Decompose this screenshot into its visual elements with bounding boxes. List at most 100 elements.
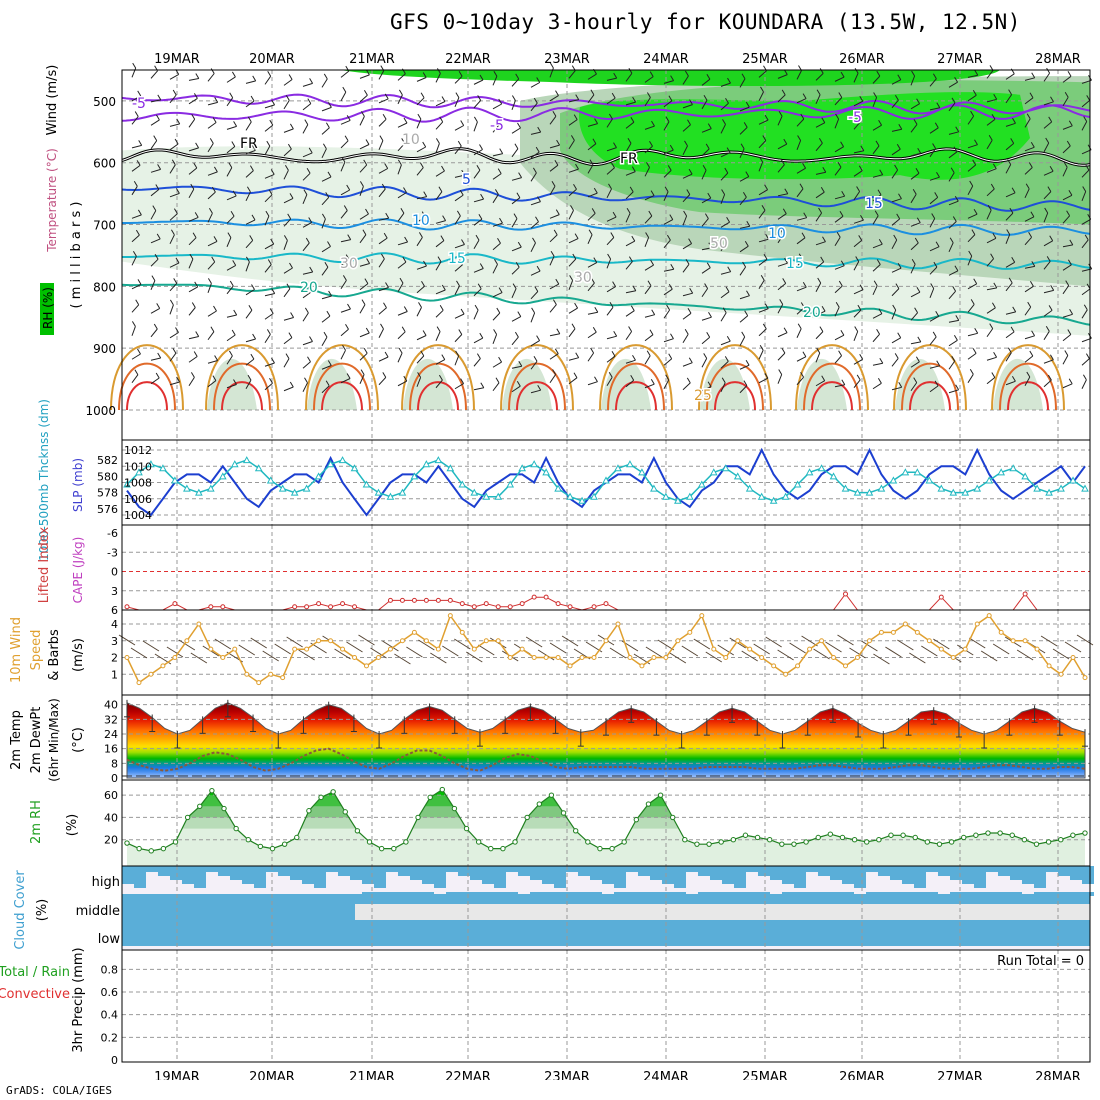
surface-temp-loop (118, 362, 176, 411)
wind-barb (1024, 376, 1031, 386)
wind-barb (1081, 169, 1090, 178)
wind-barb (644, 285, 652, 295)
wind-barb (302, 271, 313, 275)
ylabel-precip: 3hr Precip (mm) (71, 947, 86, 1052)
wind-barb (378, 98, 389, 104)
wind-barb (948, 270, 959, 276)
wind-barb (511, 266, 520, 275)
wind-barb (359, 304, 366, 314)
wind-barb (910, 361, 920, 368)
wind-barb-flag (1069, 239, 1074, 246)
wind-barb (340, 140, 349, 149)
wind10-barb (298, 649, 315, 661)
wind-barb (340, 259, 350, 266)
date-label-bottom: 23MAR (544, 1070, 590, 1080)
wind-barb-flag (327, 102, 332, 108)
wind-barb-flag (686, 189, 691, 195)
wind-barb (872, 362, 883, 366)
wind-barb-flag (817, 277, 822, 284)
wind-barb (340, 119, 351, 125)
wind-barb (929, 246, 940, 252)
wind-barb-flag (913, 119, 918, 125)
wind-barb (853, 261, 860, 271)
wind-barb-flag (478, 213, 483, 220)
wind-barb-flag (398, 347, 403, 354)
contour-label: 30 (340, 256, 358, 272)
wind-barb (891, 128, 902, 132)
cloud-high-bar (626, 866, 638, 872)
wind-barb (948, 102, 956, 112)
slp-tick: 1008 (124, 477, 152, 490)
date-label-bottom: 24MAR (643, 1070, 689, 1080)
wind-barb (929, 127, 939, 134)
date-label-bottom: 26MAR (839, 1070, 885, 1080)
wind-barb-flag (916, 286, 921, 293)
wind-barb (682, 145, 688, 156)
thickness-tick: 580 (97, 470, 118, 483)
wind-barb-flag (380, 323, 384, 330)
wind-barb (188, 167, 198, 175)
wind-barb (207, 380, 217, 388)
cloud-high-bar (278, 866, 290, 876)
wind-barb (492, 124, 500, 133)
wind-barb-flag (687, 119, 691, 126)
wind-barb (302, 312, 309, 322)
wind-barb-flag (816, 89, 821, 95)
wind-barb-flag (970, 110, 975, 117)
wind-barb-flag (552, 369, 557, 375)
wind-barb (1024, 335, 1035, 340)
wind10-barb (849, 647, 866, 659)
wind-barb (853, 379, 861, 389)
wind-barb-flag (610, 232, 615, 238)
rh2m-point (694, 841, 700, 847)
wind-barb-flag (613, 142, 617, 148)
wind-barb-flag (877, 378, 882, 384)
wind-barb (188, 147, 199, 152)
wind-barb (606, 237, 615, 246)
wind-barb (454, 334, 463, 343)
wind-barb-flag (436, 68, 441, 74)
wind-barb-flag (475, 234, 480, 241)
wind-barb (397, 282, 404, 293)
wind-barb-flag (135, 299, 140, 306)
wind-barb-flag (607, 253, 612, 260)
wind-barb (378, 307, 387, 315)
wind-barb (454, 125, 464, 131)
wind10-point (914, 629, 920, 635)
wind-barb-flag (764, 303, 769, 309)
wind-barb (283, 358, 290, 368)
wind-barb-flag (649, 141, 653, 147)
wind-barb (701, 316, 712, 321)
wind-barb-flag (840, 71, 845, 78)
mb-tick: 1000 (85, 404, 116, 418)
wind-barb (701, 386, 712, 392)
wind-barb-flag (667, 165, 672, 171)
wind-barb-flag (193, 93, 198, 99)
wind-barb-flag (894, 164, 899, 171)
wind-barb (397, 143, 406, 152)
wind-barb (530, 270, 541, 276)
rh2m-point (718, 839, 724, 845)
wind-barb (416, 196, 427, 200)
lifted-index-point (435, 597, 441, 603)
cloud-mid-bar (554, 892, 566, 900)
wind-barb-flag (932, 331, 937, 338)
cloud-mid-bar (674, 892, 686, 894)
wind-barb-flag (346, 184, 351, 191)
wind-barb (131, 116, 139, 125)
wind-barb-flag (175, 188, 180, 194)
wind-barb (264, 362, 275, 367)
wind-barb (568, 210, 574, 220)
wind-barb (625, 191, 634, 200)
cloud-mid-bar (542, 892, 554, 902)
cloud-mid-bar (662, 892, 674, 896)
wind-barb (435, 309, 444, 318)
wind-barb (663, 100, 673, 108)
wind-barb (359, 116, 365, 126)
cloud-mid-bar (1070, 892, 1082, 898)
chart-title: GFS 0~10day 3-hourly for KOUNDARA (13.5W… (390, 10, 1021, 34)
wind-barb (644, 215, 653, 224)
wind-barb (701, 128, 712, 133)
wind-barb (188, 216, 199, 222)
wind-barb-flag (228, 350, 233, 357)
